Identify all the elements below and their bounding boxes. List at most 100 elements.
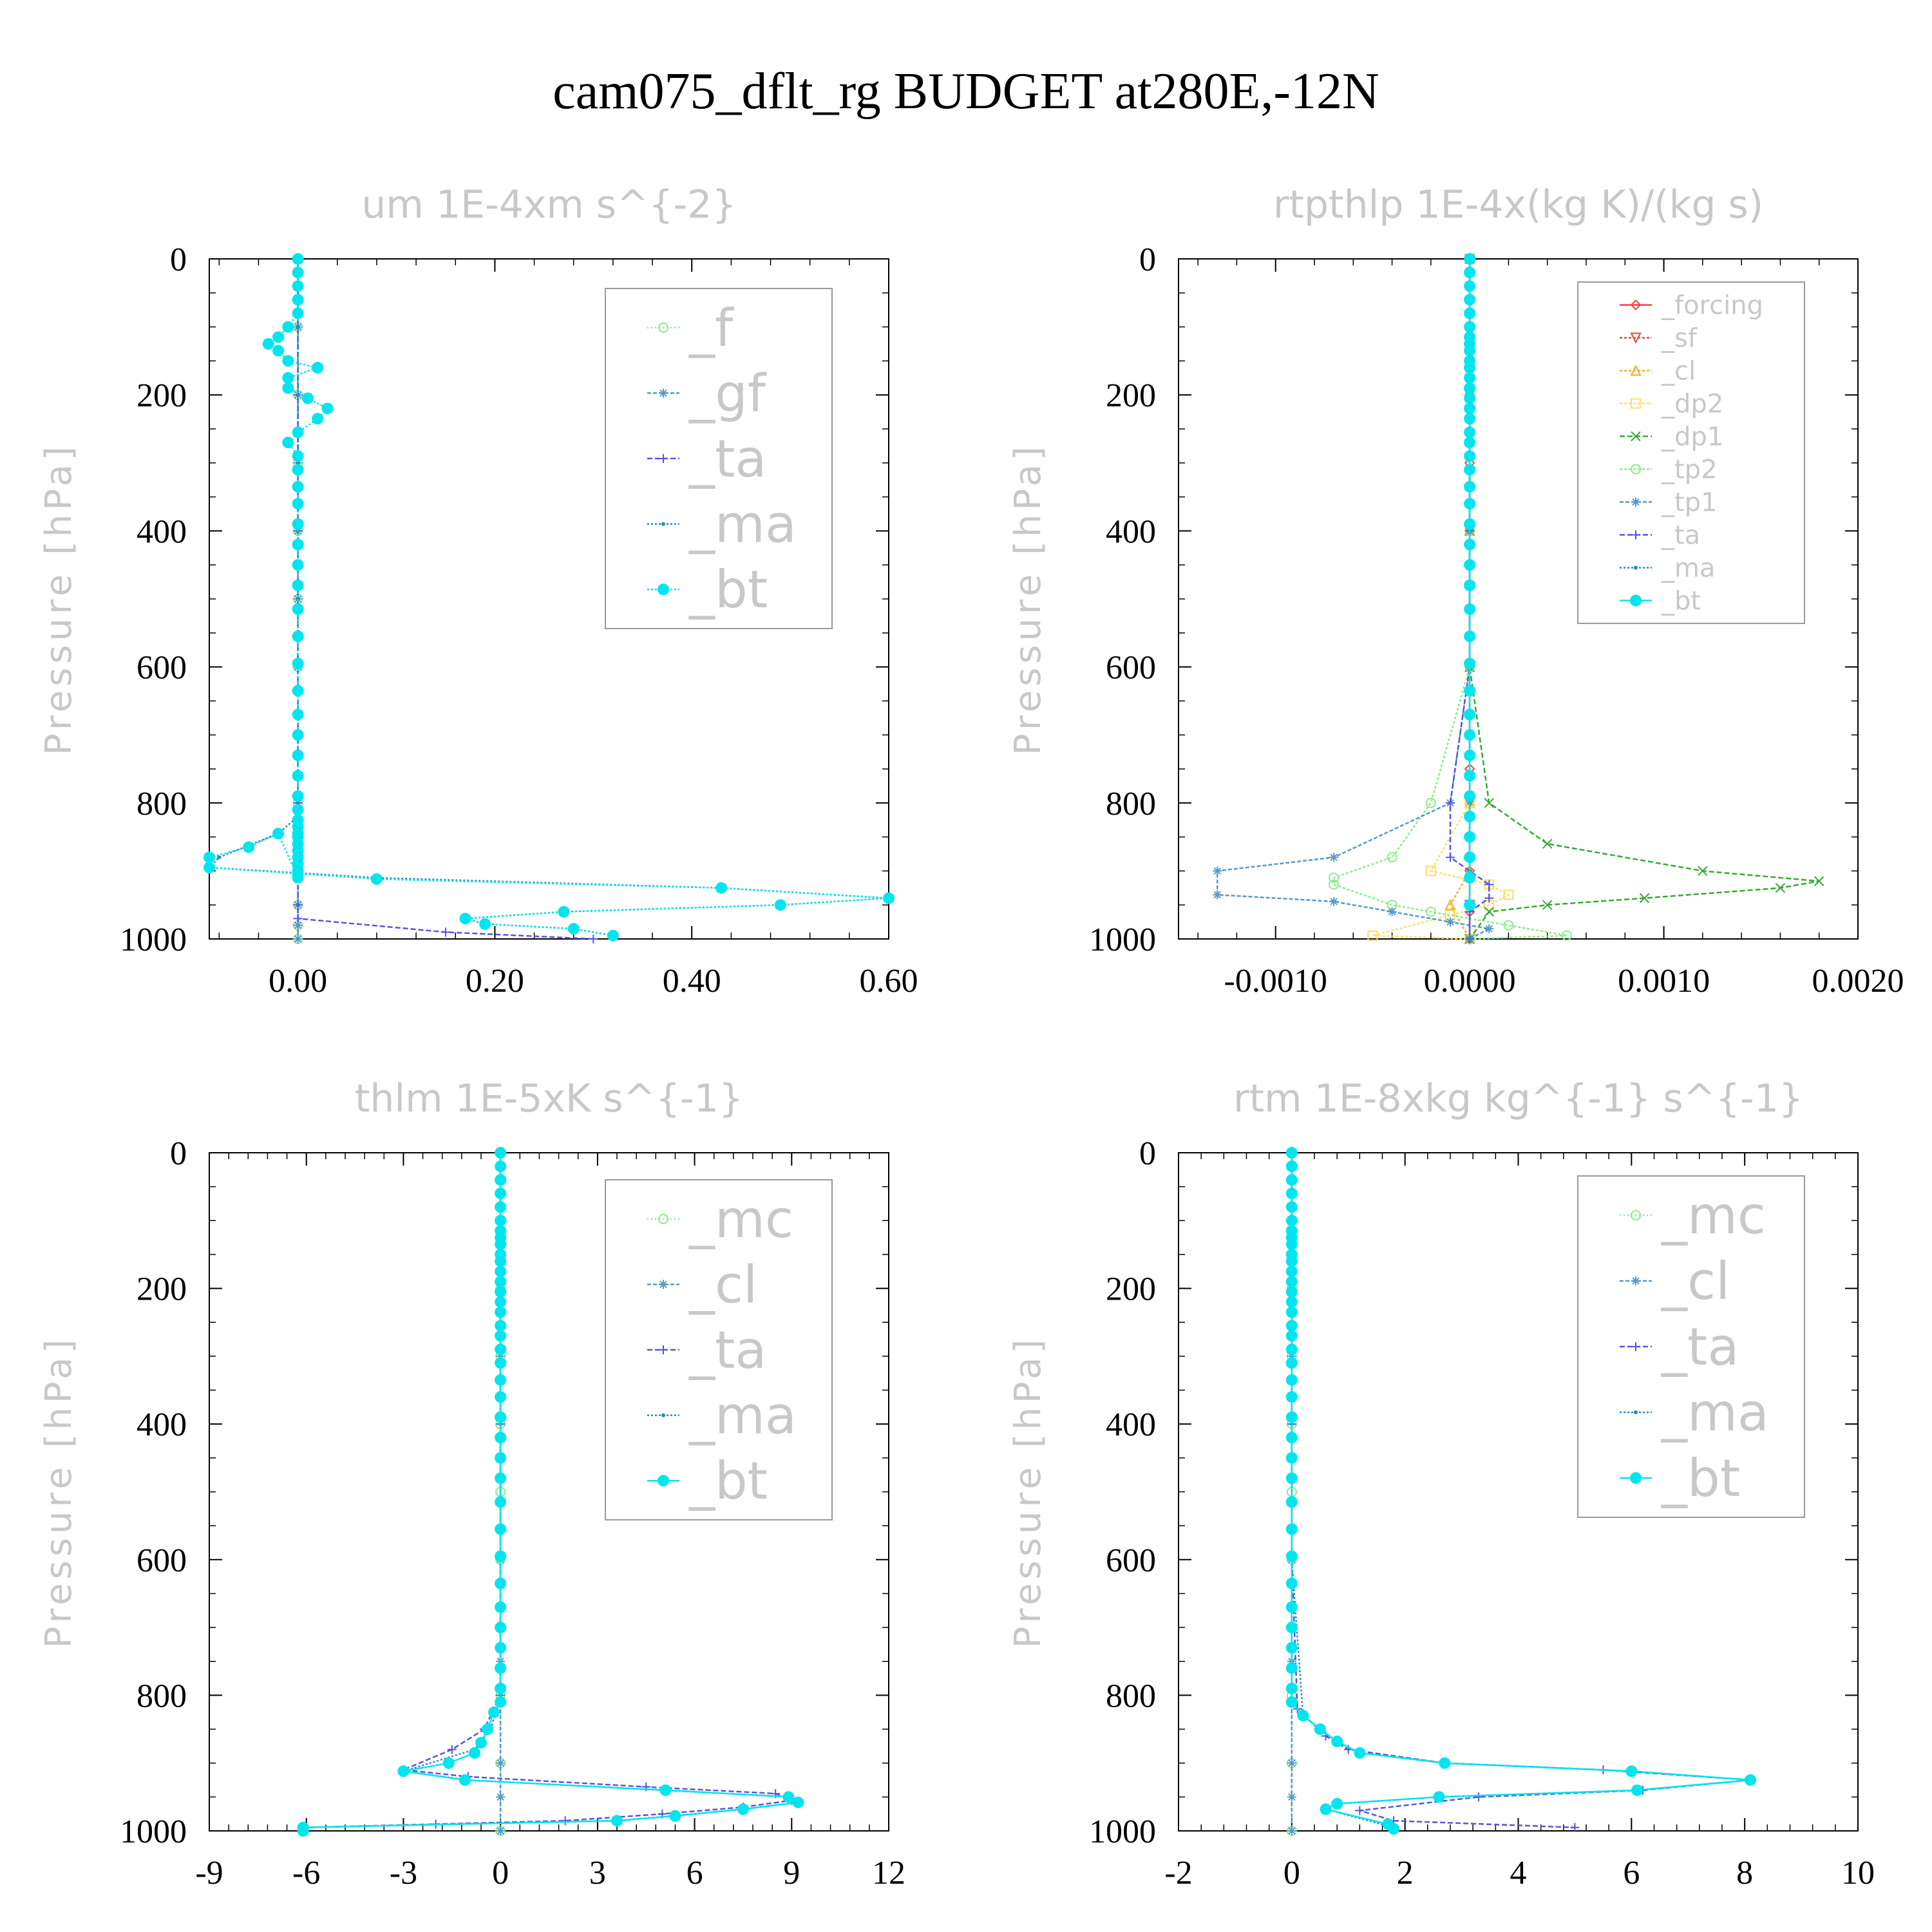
- legend-marker: [1634, 565, 1638, 570]
- legend-label: _cl: [688, 1255, 757, 1314]
- data-point: [1425, 906, 1436, 917]
- data-point: [1367, 930, 1378, 941]
- data-point: [1464, 361, 1476, 374]
- data-point: [1570, 1823, 1580, 1832]
- x-tick-label: 0.00: [269, 963, 327, 999]
- data-point: [1464, 464, 1476, 476]
- y-tick-label: 200: [137, 377, 187, 414]
- data-point: [495, 1662, 507, 1674]
- legend-marker: [1630, 332, 1642, 344]
- data-point: [293, 934, 303, 943]
- legend-marker: [1631, 431, 1641, 442]
- data-point: [204, 851, 215, 864]
- data-point: [1446, 798, 1455, 808]
- legend-label: _dp2: [1661, 390, 1723, 419]
- data-point: [1329, 853, 1339, 862]
- data-point: [447, 1745, 457, 1754]
- legend-marker: [658, 1213, 668, 1224]
- data-point: [292, 498, 304, 510]
- data-point: [292, 708, 304, 721]
- data-point: [1285, 1285, 1298, 1298]
- data-point: [495, 1696, 507, 1708]
- legend-label: _bt: [688, 560, 768, 620]
- legend-box: [605, 1179, 833, 1520]
- data-point: [442, 1757, 455, 1769]
- legend-label: _forcing: [1661, 291, 1763, 321]
- data-point: [397, 1765, 410, 1777]
- data-point: [1213, 890, 1222, 900]
- data-point: [1285, 1411, 1298, 1423]
- legend-marker: [658, 583, 669, 596]
- legend-label: _ta: [688, 1320, 766, 1380]
- data-point: [737, 1803, 749, 1815]
- y-tick-label: 800: [137, 786, 187, 822]
- data-point: [495, 1622, 507, 1634]
- data-point: [1355, 1806, 1365, 1815]
- y-axis-label: Pressure [hPa]: [1007, 1336, 1049, 1649]
- y-tick-label: 1000: [1089, 1814, 1156, 1850]
- panel-title: rtpthlp 1E-4x(kg K)/(kg s): [1273, 182, 1763, 227]
- data-point: [1464, 372, 1476, 384]
- data-point: [1464, 770, 1476, 782]
- data-point: [1698, 866, 1708, 876]
- data-point: [1285, 1255, 1298, 1267]
- series-tp1: [1213, 254, 1494, 943]
- data-point: [282, 372, 294, 384]
- data-point: [292, 253, 304, 265]
- data-point: [1331, 1736, 1343, 1748]
- data-point: [495, 1357, 507, 1369]
- data-point: [495, 1306, 507, 1318]
- data-point: [1285, 1265, 1298, 1278]
- data-point: [1464, 413, 1476, 425]
- data-point: [1631, 1784, 1643, 1796]
- data-point: [1213, 866, 1222, 876]
- chart-panel-bottom-right: rtm 1E-8xkg kg^{-1} s^{-1} Pressure [hPa]…: [1007, 1076, 1875, 1891]
- data-point: [1287, 1758, 1296, 1768]
- chart-panel-bottom-left: thlm 1E-5xK s^{-1} Pressure [hPa] 0 200 400 6…: [38, 1076, 905, 1891]
- data-point: [1285, 1452, 1298, 1464]
- x-tick-label: 9: [783, 1855, 800, 1891]
- data-point: [495, 1238, 507, 1251]
- data-point: [1285, 1577, 1298, 1589]
- data-point: [292, 790, 304, 802]
- legend-label: _bt: [1661, 587, 1701, 616]
- data-point: [1425, 797, 1436, 808]
- x-tick-label: -2: [1164, 1855, 1192, 1891]
- y-tick-label: 400: [1106, 513, 1156, 550]
- legend-marker: [658, 1475, 669, 1487]
- data-point: [1285, 1306, 1298, 1318]
- legend-marker: [1631, 398, 1641, 409]
- data-point: [1285, 1343, 1298, 1356]
- x-tick-label: 0: [492, 1855, 509, 1891]
- data-point: [370, 873, 383, 886]
- data-point: [1329, 872, 1340, 883]
- data-point: [1464, 307, 1476, 319]
- series-line: [1217, 259, 1492, 940]
- series-line: [297, 259, 594, 940]
- panel-title: rtm 1E-8xkg kg^{-1} s^{-1}: [1233, 1076, 1803, 1121]
- data-point: [1425, 866, 1436, 876]
- x-tick-label: -6: [292, 1855, 320, 1891]
- legend-marker: [1631, 1342, 1640, 1351]
- data-point: [589, 934, 598, 943]
- data-point: [488, 1706, 500, 1718]
- data-point: [1329, 879, 1340, 890]
- data-point: [1775, 883, 1786, 893]
- data-point: [1464, 658, 1476, 670]
- data-point: [1464, 294, 1476, 306]
- data-point: [1285, 1374, 1298, 1386]
- series-bt: [297, 1147, 804, 1837]
- data-point: [1464, 851, 1476, 864]
- data-point: [293, 914, 303, 923]
- data-point: [1314, 1723, 1326, 1736]
- data-point: [1464, 321, 1476, 333]
- y-tick-label: 600: [137, 1542, 187, 1579]
- data-point: [782, 1791, 795, 1803]
- data-point: [1285, 1601, 1298, 1613]
- data-point: [496, 1826, 506, 1835]
- legend: _mc _cl_ta_ma_bt: [1577, 1175, 1805, 1518]
- data-point: [321, 402, 334, 415]
- data-point: [282, 355, 294, 367]
- y-tick-label: 400: [137, 1406, 187, 1443]
- legend-label: _bt: [688, 1451, 768, 1511]
